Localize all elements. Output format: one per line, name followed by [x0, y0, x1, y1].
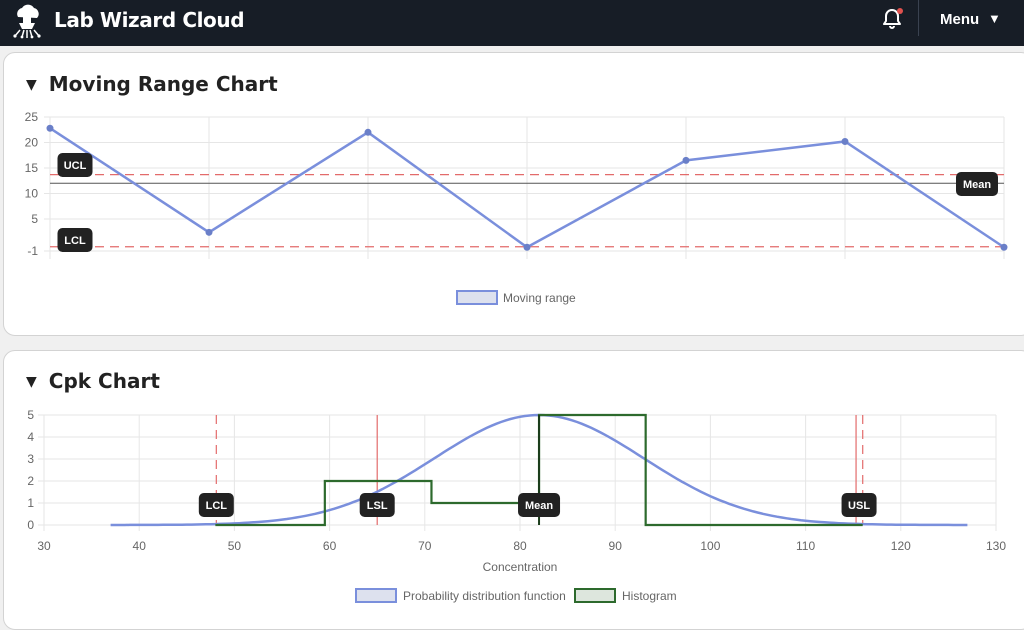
cpk-x-tick-label: 120: [891, 539, 911, 553]
collapse-caret-icon[interactable]: ▼: [26, 374, 37, 390]
cpk-usl-badge-label: USL: [848, 500, 870, 512]
cpk-y-tick-label: 1: [27, 496, 34, 510]
cpk-lsl-badge-label: LSL: [367, 500, 388, 512]
top-bar: Lab Wizard Cloud Menu ▼: [0, 0, 1024, 46]
cpk-y-tick-label: 0: [27, 518, 34, 532]
cpk-x-tick-label: 60: [323, 539, 337, 553]
cpk-legend-hist-label: Histogram: [622, 589, 677, 603]
mr-data-point: [1000, 243, 1008, 251]
moving-range-title: Moving Range Chart: [48, 72, 278, 96]
cpk-lcl-badge-label: LCL: [206, 500, 228, 512]
cpk-x-axis-label: Concentration: [483, 560, 558, 574]
mr-y-tick-label: 20: [25, 136, 39, 150]
cpk-mean-badge-label: Mean: [525, 500, 553, 512]
cpk-legend-hist-swatch: [574, 588, 616, 603]
mr-data-point: [205, 228, 213, 236]
cpk-x-tick-label: 40: [133, 539, 147, 553]
mr-y-tick-label: 25: [25, 110, 39, 124]
cpk-histogram-outline: [215, 413, 863, 527]
cpk-x-tick-label: 100: [700, 539, 720, 553]
cpk-x-tick-label: 110: [796, 539, 815, 553]
menu-button[interactable]: Menu: [940, 11, 980, 28]
cloud-flask-icon[interactable]: [10, 3, 44, 39]
cpk-x-tick-label: 30: [37, 539, 51, 553]
collapse-caret-icon[interactable]: ▼: [26, 77, 37, 93]
mr-mean-badge: [956, 172, 998, 196]
cpk-title: Cpk Chart: [48, 369, 160, 393]
mr-y-tick-label: 10: [25, 187, 39, 201]
mr-ucl-badge: [57, 153, 93, 177]
mr-data-point: [841, 137, 849, 145]
cpk-lcl-badge: [198, 493, 234, 517]
mr-data-point: [523, 243, 531, 251]
cpk-x-tick-label: 80: [513, 539, 527, 553]
bell-icon[interactable]: [880, 7, 904, 31]
mr-y-tick-label: -1: [27, 244, 38, 258]
cpk-x-tick-label: 130: [986, 539, 1006, 553]
cpk-mean-badge: [518, 493, 561, 517]
mr-ucl-badge-label: UCL: [64, 160, 87, 172]
moving-range-header[interactable]: ▼ Moving Range Chart: [26, 72, 278, 96]
notification-dot: [897, 8, 903, 14]
chevron-down-icon[interactable]: ▼: [988, 11, 1001, 26]
mr-legend-swatch: [456, 290, 498, 305]
cpk-x-tick-label: 90: [609, 539, 623, 553]
mr-lcl-badge: [57, 228, 93, 252]
mr-data-point: [46, 124, 54, 132]
cpk-usl-badge: [841, 493, 877, 517]
cpk-legend-pdf-swatch: [355, 588, 397, 603]
cpk-y-tick-label: 4: [27, 430, 34, 444]
cpk-x-tick-label: 50: [228, 539, 242, 553]
mr-y-tick-label: 15: [25, 161, 39, 175]
mr-y-tick-label: 5: [31, 212, 38, 226]
cpk-y-tick-label: 5: [27, 408, 34, 422]
mr-legend-label: Moving range: [503, 291, 576, 305]
mr-data-point: [682, 156, 690, 164]
cpk-card: ▼ Cpk Chart: [3, 350, 1024, 630]
cpk-x-tick-label: 70: [418, 539, 432, 553]
header-divider: [918, 0, 919, 36]
mr-lcl-badge-label: LCL: [64, 235, 86, 247]
app-title[interactable]: Lab Wizard Cloud: [54, 8, 245, 32]
mr-data-point: [364, 128, 372, 136]
cpk-y-tick-label: 3: [27, 452, 34, 466]
cpk-y-tick-label: 2: [27, 474, 34, 488]
mr-mean-badge-label: Mean: [963, 179, 991, 191]
cpk-header[interactable]: ▼ Cpk Chart: [26, 369, 160, 393]
cpk-lsl-badge: [359, 493, 395, 517]
cpk-legend-pdf-label: Probability distribution function: [403, 589, 566, 603]
